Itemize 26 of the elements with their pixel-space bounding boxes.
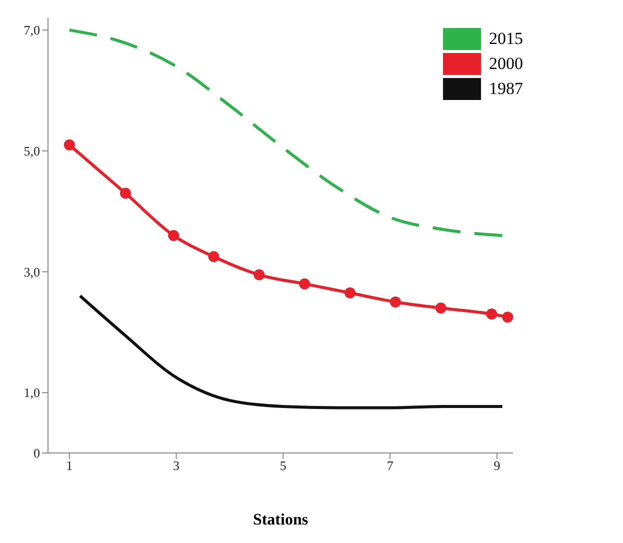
x-tick-label: 5: [280, 458, 286, 474]
y-tick-label: 7,0: [24, 22, 40, 38]
point: [168, 230, 180, 241]
point: [390, 296, 401, 308]
x-tick-label: 9: [494, 458, 500, 474]
y-tick-label: 0: [34, 446, 40, 461]
legend-label: 2015: [489, 29, 523, 49]
point: [254, 269, 265, 280]
y-tick-label: 3,0: [24, 264, 40, 280]
point: [208, 251, 220, 262]
line-series: [78, 294, 504, 410]
legend-label: 2000: [489, 54, 523, 74]
point: [502, 312, 513, 323]
point: [435, 302, 446, 314]
point: [64, 139, 75, 150]
point: [120, 188, 131, 199]
x-tick-label: 3: [173, 458, 180, 474]
x-tick-label: 7: [386, 458, 394, 474]
y-tick-label: 5,0: [24, 144, 40, 159]
point: [344, 287, 356, 298]
point: [486, 308, 498, 320]
y-tick-label: 1,0: [24, 385, 40, 400]
x-tick-label: 1: [66, 458, 73, 474]
x-axis-title: Stations: [252, 511, 308, 528]
legend-label: 1987: [489, 79, 523, 99]
point: [299, 278, 310, 290]
